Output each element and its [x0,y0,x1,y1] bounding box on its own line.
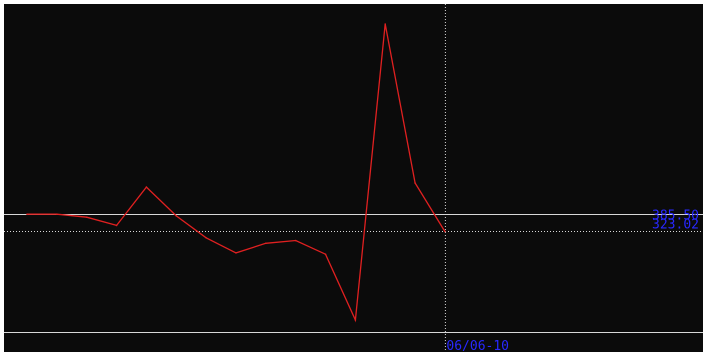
reference-value-label: 385.50 [652,209,699,224]
data-point [414,182,416,184]
data-point [384,23,387,25]
data-point [294,239,297,242]
data-point [115,224,118,227]
data-point [26,213,28,216]
data-point [56,213,58,216]
series-line [27,23,446,323]
data-point [145,186,148,188]
data-point [205,236,207,239]
data-point [265,242,267,245]
crosshair-date-label: 06/06-10 [446,339,509,354]
data-point [235,252,237,254]
data-point [354,319,357,321]
data-point [175,215,178,217]
crosshair-value-label: 323.02 [652,218,699,233]
data-point [444,230,446,233]
data-point [85,216,88,219]
data-point [324,253,327,256]
